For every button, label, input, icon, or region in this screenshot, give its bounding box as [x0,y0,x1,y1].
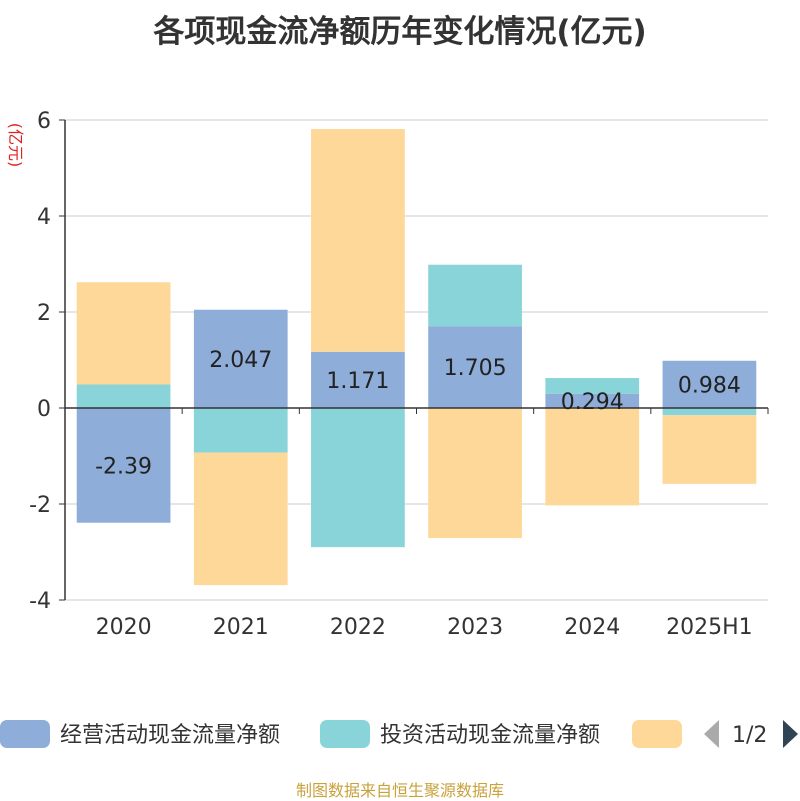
legend-label-investing[interactable]: 投资活动现金流量净额 [380,723,600,748]
y-axis-label: (亿元) [6,123,25,168]
y-tick-label: 4 [37,205,51,230]
data-labels: -2.39 2.047 1.171 1.705 0.294 0.984 [95,348,741,479]
y-tick-label: -4 [29,589,51,614]
y-tick-label: -2 [29,493,51,518]
bar-series0-2021[interactable] [193,309,288,408]
bar-series2-2023[interactable] [428,408,522,539]
y-tick-label: 6 [37,109,51,134]
data-label-2022: 1.171 [326,369,389,394]
legend: 经营活动现金流量净额 投资活动现金流量净额 1/2 [0,720,798,748]
x-tick-label: 2020 [96,615,152,640]
bar-series2-2020[interactable] [76,282,171,385]
data-label-2021: 2.047 [209,348,272,373]
legend-label-operating[interactable]: 经营活动现金流量净额 [60,723,280,748]
legend-swatch-operating[interactable] [0,720,50,748]
y-tick-label: 0 [37,397,51,422]
grid-lines [65,119,768,601]
bar-series0-2024[interactable] [545,393,640,408]
x-tick-label: 2021 [213,615,269,640]
data-label-2025H1: 0.984 [678,373,741,398]
bar-series1-2025H1[interactable] [662,408,757,416]
data-label-2023: 1.705 [444,356,507,381]
chart-title: 各项现金流净额历年变化情况(亿元) [153,14,647,50]
bar-series1-2020[interactable] [76,384,171,408]
bar-series2-2022[interactable] [311,129,405,352]
x-tick-label: 2023 [447,615,503,640]
legend-next-page-icon[interactable] [783,720,798,748]
legend-swatch-financing[interactable] [632,720,682,748]
bar-series1-2021[interactable] [193,408,288,453]
x-tick-label: 2024 [564,615,620,640]
bar-series0-2025H1[interactable] [662,360,757,408]
legend-prev-page-icon[interactable] [704,720,719,748]
data-label-2024: 0.294 [561,390,624,415]
source-note: 制图数据来自恒生聚源数据库 [295,781,504,800]
bar-series1-2023[interactable] [428,264,522,327]
x-tick-label: 2025H1 [666,615,753,640]
legend-page-indicator: 1/2 [732,723,767,748]
bar-series0-2023[interactable] [428,326,522,408]
bar-series2-2025H1[interactable] [662,415,757,484]
bar-series0-2020[interactable] [76,408,171,523]
bar-series1-2024[interactable] [545,378,640,394]
axes: -4 -2 0 2 4 6 2020 2021 2022 2023 2024 2025H1 [29,109,769,640]
x-tick-label: 2022 [330,615,386,640]
y-tick-label: 2 [37,301,51,326]
bar-series2-2024[interactable] [545,408,640,506]
bar-series2-2021[interactable] [193,452,288,586]
bar-series1-2022[interactable] [311,408,405,548]
bars [76,129,757,586]
bar-series0-2022[interactable] [311,351,405,408]
legend-swatch-investing[interactable] [320,720,370,748]
data-label-2020: -2.39 [95,454,152,479]
